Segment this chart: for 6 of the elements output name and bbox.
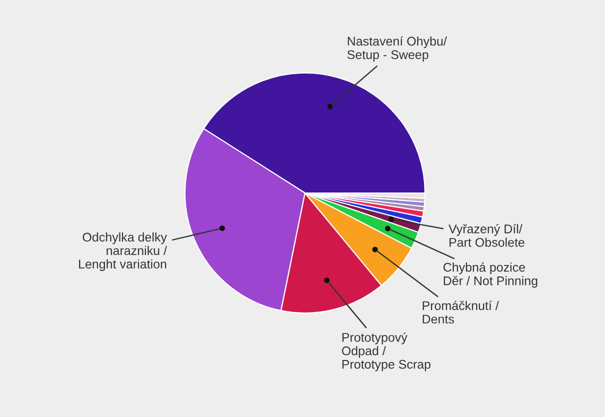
slice-label: Chybná pozice Děr / Not Pinning <box>443 262 538 288</box>
slice-label: Vyřazený Díl/ Part Obsolete <box>448 224 524 247</box>
slice-label: Odchylka delky narazniku / Lenght variation <box>79 232 167 271</box>
slice-label: Promáčknutí / Dents <box>422 300 499 324</box>
slice-label: Nastavení Ohybu/ Setup - Sweep <box>347 36 447 62</box>
slice-label: Prototypový Odpad / Prototype Scrap <box>342 332 430 372</box>
